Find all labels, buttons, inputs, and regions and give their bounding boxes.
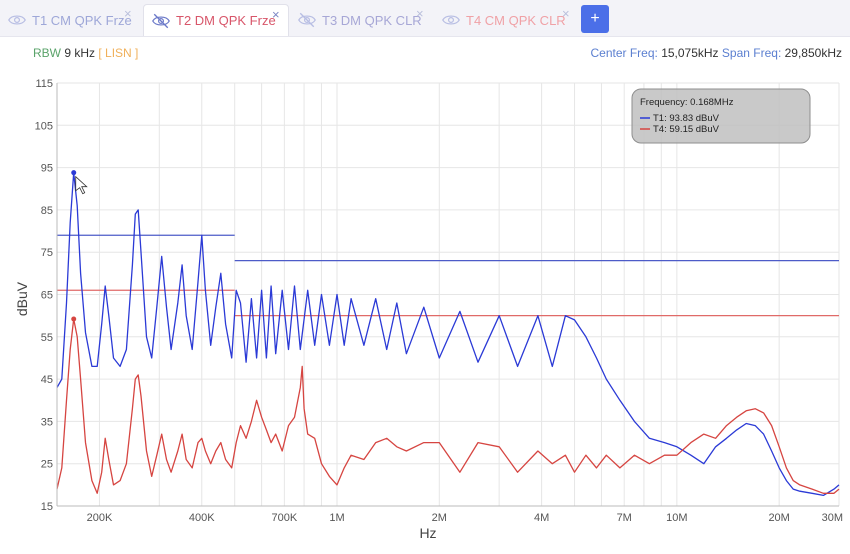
cursor-arrow-icon: [75, 175, 88, 195]
y-tick-label: 75: [41, 247, 53, 259]
y-tick-label: 65: [41, 290, 53, 302]
close-icon[interactable]: ×: [272, 7, 280, 22]
close-icon[interactable]: ×: [124, 6, 132, 21]
x-tick-label: 7M: [617, 512, 632, 524]
x-axis-title: Hz: [419, 525, 436, 541]
close-icon[interactable]: ×: [416, 6, 424, 21]
tab-t4[interactable]: T4 CM QPK CLR ×: [434, 4, 578, 36]
tooltip-box: [631, 88, 811, 144]
y-tick-label: 45: [41, 374, 53, 386]
y-tick-label: 105: [35, 120, 53, 132]
y-tick-label: 35: [41, 416, 53, 428]
rbw-info: RBW 9 kHz [ LISN ]: [33, 46, 138, 60]
tab-t3[interactable]: T3 DM QPK CLR ×: [290, 4, 432, 36]
span-freq-label: Span Freq:: [721, 46, 782, 60]
center-freq-label: Center Freq:: [590, 46, 658, 60]
rbw-value: 9 kHz: [64, 46, 96, 60]
x-tick-label: 200K: [87, 512, 113, 524]
tooltip: Frequency: 0.168MHz T1: 93.83 dBuV T4: 5…: [631, 88, 811, 144]
markers: [71, 170, 88, 322]
tab-t2-label: T2 DM QPK Frze: [176, 13, 276, 28]
eye-slash-icon[interactable]: [152, 12, 170, 30]
axes: 15 25 35 45 55 65 75 85 95 105 115 200K 400K 700K 1M 2M…: [35, 78, 843, 524]
eye-slash-icon[interactable]: [298, 11, 316, 29]
rbw-label: RBW: [33, 46, 61, 60]
x-tick-label: 4M: [534, 512, 549, 524]
y-axis-title: dBuV: [14, 281, 30, 316]
tab-t2[interactable]: T2 DM QPK Frze ×: [143, 4, 289, 36]
tooltip-title: Frequency: 0.168MHz: [640, 97, 734, 108]
tooltip-entry-t4: T4: 59.15 dBuV: [653, 124, 720, 135]
eye-icon[interactable]: [442, 11, 460, 29]
series: [56, 172, 840, 497]
eye-icon[interactable]: [8, 11, 26, 29]
lisn-label: [ LISN ]: [98, 46, 139, 60]
y-tick-label: 85: [41, 205, 53, 217]
x-tick-label: 400K: [189, 512, 215, 524]
tab-bar: T1 CM QPK Frze × T2 DM QPK Frze × T3 DM …: [0, 0, 850, 37]
y-tick-label: 55: [41, 332, 53, 344]
tab-t3-label: T3 DM QPK CLR: [322, 12, 422, 28]
y-tick-label: 95: [41, 163, 53, 175]
tooltip-entry-t1: T1: 93.83 dBuV: [653, 113, 720, 124]
marker-point-t1: [71, 170, 77, 176]
marker-point-t4: [71, 316, 77, 322]
tab-t1[interactable]: T1 CM QPK Frze ×: [0, 4, 142, 36]
spectrum-chart[interactable]: 15 25 35 45 55 65 75 85 95 105 115 200K 400K 700K 1M 2M…: [0, 66, 850, 554]
y-tick-label: 115: [35, 78, 53, 90]
span-freq-value: 29,850kHz: [784, 46, 842, 60]
add-tab-button[interactable]: +: [581, 5, 609, 33]
series-line-t4: [56, 318, 840, 494]
x-tick-label: 10M: [666, 512, 687, 524]
y-tick-label: 25: [41, 459, 53, 471]
center-freq-value: 15,075kHz: [661, 46, 719, 60]
tab-t4-label: T4 CM QPK CLR: [466, 12, 566, 28]
x-tick-label: 700K: [272, 512, 298, 524]
series-line-t1: [56, 172, 840, 497]
freq-info: Center Freq: 15,075kHz Span Freq: 29,850…: [590, 46, 842, 60]
x-tick-label: 1M: [329, 512, 344, 524]
x-tick-label: 30M: [822, 512, 843, 524]
x-tick-label: 2M: [432, 512, 447, 524]
x-tick-label: 20M: [768, 512, 789, 524]
limit-lines: [57, 234, 839, 317]
y-tick-label: 15: [41, 501, 53, 513]
close-icon[interactable]: ×: [562, 6, 570, 21]
tab-t1-label: T1 CM QPK Frze: [32, 12, 132, 28]
